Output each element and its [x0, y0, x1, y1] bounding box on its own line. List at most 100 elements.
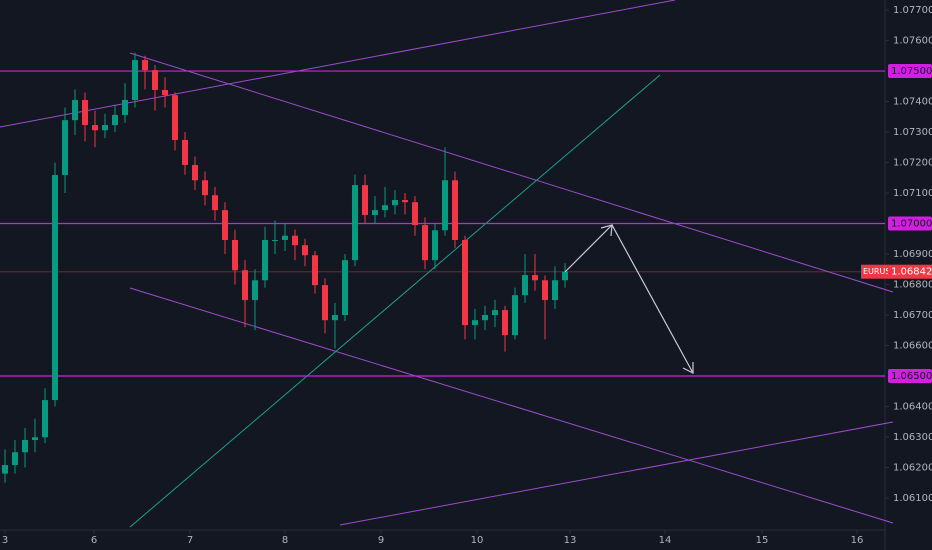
candle-body [122, 100, 128, 115]
candle-body [22, 440, 28, 453]
y-tick-label: 1.06900 [893, 249, 932, 260]
trend-line [339, 421, 894, 526]
candle-body [512, 295, 518, 336]
candle-body [482, 315, 488, 321]
y-tick-label: 1.06100 [893, 493, 932, 504]
y-tick-label: 1.06700 [893, 310, 932, 321]
last-price-box [888, 264, 932, 279]
last-price-label: 1.06842 [891, 267, 932, 278]
candle-body [312, 255, 318, 286]
y-tick-label: 1.07600 [893, 36, 932, 47]
candle-body [62, 120, 68, 176]
candle-body [82, 100, 88, 126]
symbol-label-box [861, 264, 889, 279]
candle-body [282, 235, 288, 240]
level-label: 1.06500 [891, 371, 932, 382]
level-label-box [888, 64, 932, 79]
level-label: 1.07000 [891, 219, 932, 230]
y-tick-label: 1.06600 [893, 341, 932, 352]
x-tick-label: 15 [756, 535, 769, 546]
y-tick-label: 1.07300 [893, 127, 932, 138]
candle-body [172, 95, 178, 140]
trend-line [129, 287, 894, 524]
y-tick-label: 1.06400 [893, 401, 932, 412]
candle-body [152, 70, 158, 90]
x-tick-label: 10 [471, 535, 484, 546]
candle-body [492, 310, 498, 316]
candle-body [182, 139, 188, 165]
candle-body [342, 260, 348, 316]
candle-body [522, 275, 528, 296]
y-tick-label: 1.06800 [893, 280, 932, 291]
candle-body [402, 200, 408, 203]
candle-body [92, 125, 98, 131]
candle-body [562, 271, 568, 281]
trend-line [0, 0, 676, 128]
candle-body [462, 239, 468, 326]
levels [0, 70, 885, 377]
candle-body [422, 225, 428, 261]
candle-body [32, 437, 38, 441]
candle-body [72, 100, 78, 121]
arrow-head [682, 362, 694, 374]
candle-body [392, 200, 398, 206]
candle-body [382, 205, 388, 211]
candle-body [142, 60, 148, 71]
y-tick-label: 1.07100 [893, 188, 932, 199]
y-tick-label: 1.07700 [893, 5, 932, 16]
candle-body [112, 114, 118, 126]
candle-body [202, 180, 208, 196]
candle-body [302, 245, 308, 256]
candle-body [192, 164, 198, 181]
candle-body [452, 180, 458, 240]
candle-body [132, 60, 138, 101]
candle-body [262, 239, 268, 281]
candle-body [472, 320, 478, 326]
x-tick-label: 6 [91, 535, 97, 546]
y-tick-label: 1.07200 [893, 158, 932, 169]
candle-body [162, 89, 168, 96]
candle-body [212, 195, 218, 211]
y-tick-label: 1.07400 [893, 97, 932, 108]
projection-arrow [564, 224, 694, 374]
y-tick-label: 1.06200 [893, 462, 932, 473]
x-tick-label: 9 [378, 535, 384, 546]
x-tick-label: 3 [2, 535, 8, 546]
level-label-box [888, 216, 932, 231]
candle-body [332, 315, 338, 321]
candle-body [292, 235, 298, 246]
candle-body [232, 239, 238, 271]
arrow-head [600, 224, 613, 237]
candle-body [12, 452, 18, 466]
candle-body [272, 239, 278, 241]
x-tick-label: 7 [187, 535, 193, 546]
x-tick-label: 13 [564, 535, 577, 546]
trend-line [129, 74, 661, 528]
candle-body [42, 400, 48, 438]
candle-body [252, 280, 258, 301]
trend-line [129, 52, 894, 293]
candle-body [222, 210, 228, 240]
x-tick-label: 8 [282, 535, 288, 546]
candle-body [502, 310, 508, 336]
candle-body [552, 280, 558, 301]
candle-body [442, 180, 448, 231]
candle-body [322, 285, 328, 321]
x-tick-label: 14 [659, 535, 672, 546]
x-tick-label: 16 [851, 535, 864, 546]
candle-body [102, 125, 108, 131]
symbol-label: EURUSD [863, 267, 897, 276]
level-label-box [888, 369, 932, 384]
candle-body [362, 185, 368, 215]
candle-body [52, 175, 58, 401]
candle-body [352, 185, 358, 261]
trend-lines [0, 0, 894, 526]
candle-body [2, 465, 8, 474]
candles [2, 52, 568, 483]
candle-body [532, 275, 538, 281]
candle-body [412, 202, 418, 226]
candle-body [242, 270, 248, 301]
level-label: 1.07500 [891, 66, 932, 77]
